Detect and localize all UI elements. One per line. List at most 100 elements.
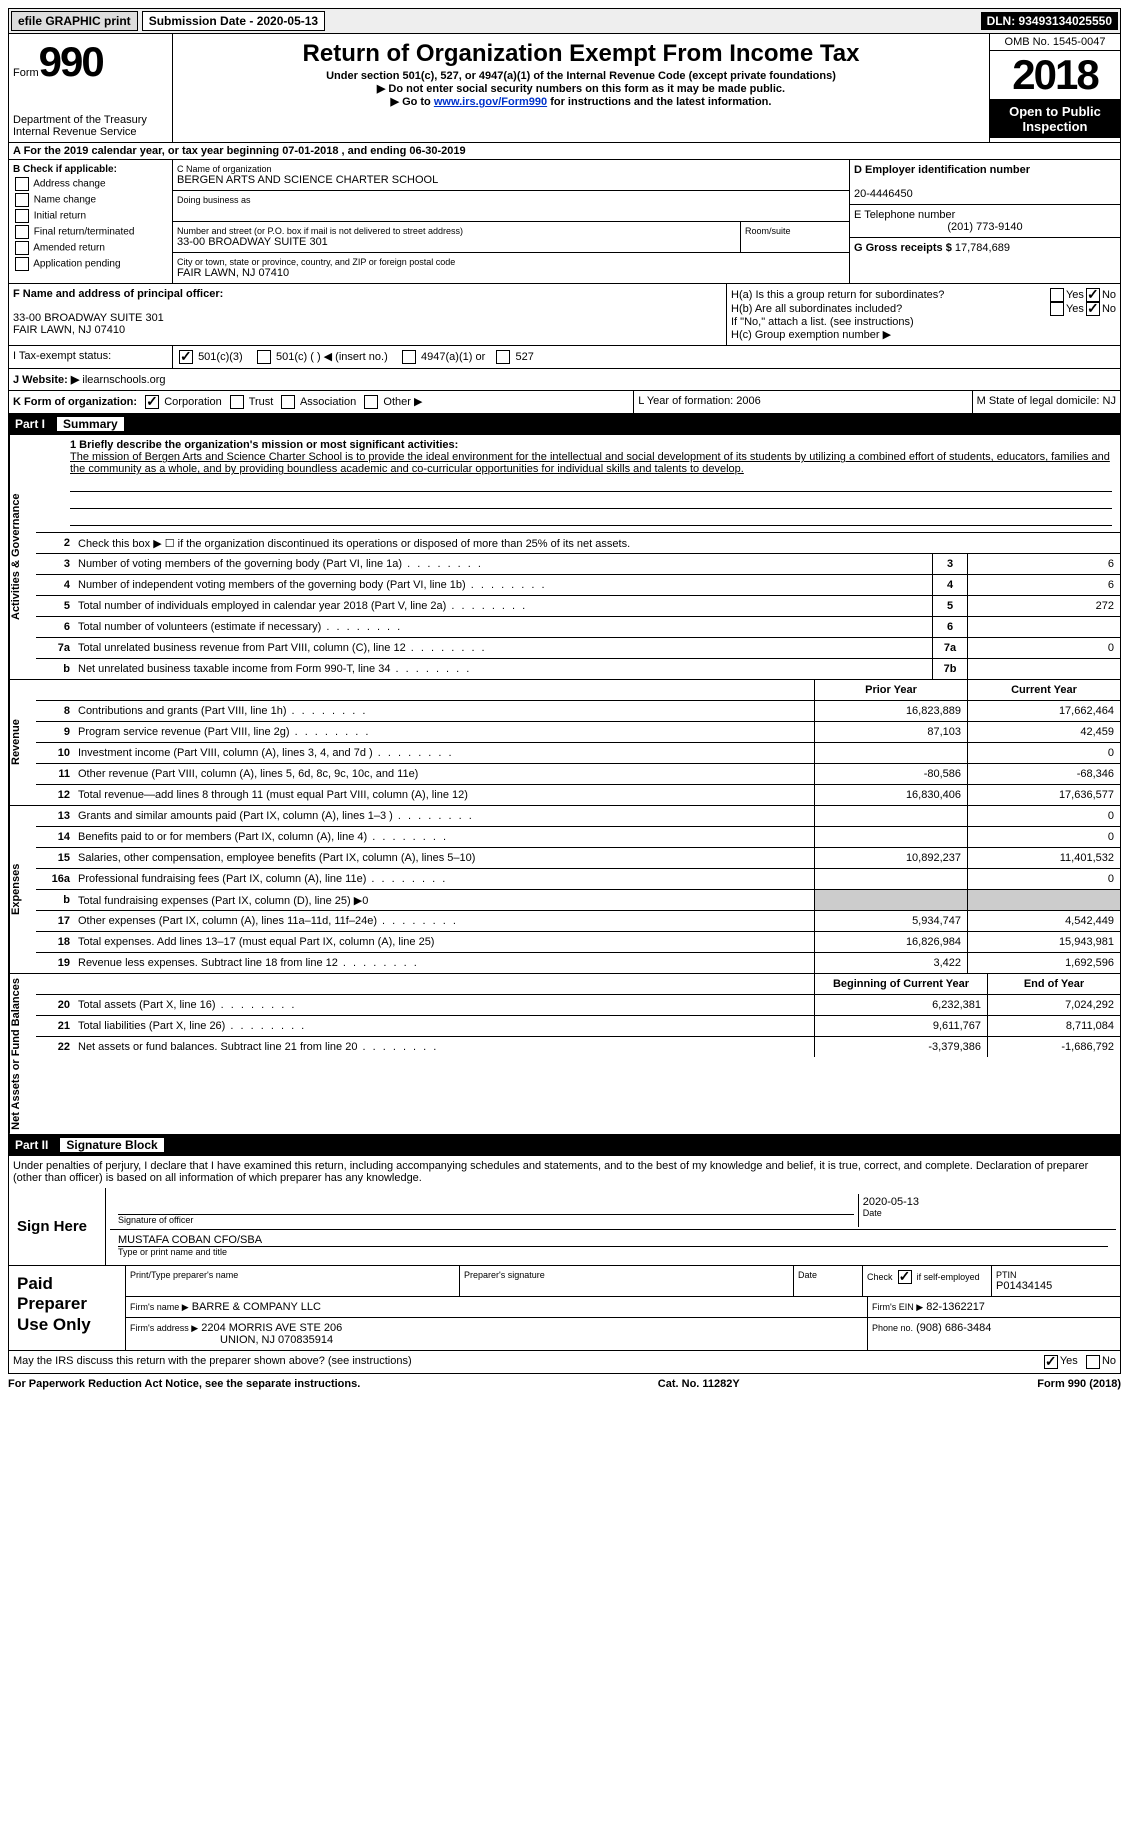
inspection-label: Open to Public Inspection [990, 100, 1120, 138]
l6-val [967, 617, 1120, 637]
row-j: J Website: ▶ ilearnschools.org [8, 369, 1121, 391]
paid-preparer-label: Paid Preparer Use Only [9, 1266, 125, 1350]
city-label: City or town, state or province, country… [177, 257, 845, 267]
preparer-section: Paid Preparer Use Only Print/Type prepar… [8, 1266, 1121, 1351]
hc-label: H(c) Group exemption number ▶ [731, 328, 1116, 341]
ha-yes[interactable] [1050, 288, 1064, 302]
top-bar: efile GRAPHIC print Submission Date - 20… [8, 8, 1121, 34]
sig-date-label: Date [863, 1208, 1108, 1218]
mission-label: 1 Briefly describe the organization's mi… [70, 439, 458, 451]
l5-val: 272 [967, 596, 1120, 616]
phone-label: E Telephone number [854, 209, 955, 221]
irs-link[interactable]: www.irs.gov/Form990 [434, 96, 547, 108]
chk-pending[interactable] [15, 257, 29, 271]
chk-amended[interactable] [15, 241, 29, 255]
chk-527[interactable] [496, 350, 510, 364]
part2-header: Part II Signature Block [8, 1135, 1121, 1156]
officer-name: MUSTAFA COBAN CFO/SBA [118, 1234, 262, 1246]
prior-year-hdr: Prior Year [814, 680, 967, 700]
discuss-yes[interactable] [1044, 1355, 1058, 1369]
paperwork-notice: For Paperwork Reduction Act Notice, see … [8, 1378, 360, 1390]
activities-governance: Activities & Governance 1 Briefly descri… [8, 435, 1121, 680]
hb-label: H(b) Are all subordinates included? [731, 303, 1048, 315]
city-state-zip: FAIR LAWN, NJ 07410 [177, 267, 845, 279]
chk-501c3[interactable] [179, 350, 193, 364]
hb-note: If "No," attach a list. (see instruction… [731, 316, 1116, 328]
year-formation: L Year of formation: 2006 [633, 391, 765, 413]
end-year-hdr: End of Year [987, 974, 1120, 994]
revenue-section: Revenue Prior YearCurrent Year 8Contribu… [8, 680, 1121, 806]
chk-self-employed[interactable] [898, 1270, 912, 1284]
chk-address[interactable] [15, 177, 29, 191]
chk-trust[interactable] [230, 395, 244, 409]
section-f-h: F Name and address of principal officer:… [8, 284, 1121, 346]
mission-text: The mission of Bergen Arts and Science C… [70, 451, 1110, 475]
dln-label: DLN: 93493134025550 [981, 12, 1118, 30]
ein-label: D Employer identification number [854, 164, 1030, 176]
chk-name[interactable] [15, 193, 29, 207]
street-address: 33-00 BROADWAY SUITE 301 [177, 236, 736, 248]
row-a-tax-year: A For the 2019 calendar year, or tax yea… [8, 143, 1121, 160]
chk-4947[interactable] [402, 350, 416, 364]
street-label: Number and street (or P.O. box if mail i… [177, 226, 736, 236]
l7a-val: 0 [967, 638, 1120, 658]
l3-val: 6 [967, 554, 1120, 574]
section-b-e: B Check if applicable: Address change Na… [8, 160, 1121, 284]
org-name: BERGEN ARTS AND SCIENCE CHARTER SCHOOL [177, 174, 845, 186]
l7b-val [967, 659, 1120, 679]
firm-name: BARRE & COMPANY LLC [192, 1301, 321, 1313]
expenses-section: Expenses 13Grants and similar amounts pa… [8, 806, 1121, 974]
chk-corp[interactable] [145, 395, 159, 409]
firm-ein: 82-1362217 [926, 1301, 985, 1313]
line2-desc: Check this box ▶ ☐ if the organization d… [74, 535, 1120, 552]
tab-net-assets: Net Assets or Fund Balances [9, 974, 36, 1134]
website-value: ilearnschools.org [82, 374, 165, 386]
dept-line2: Internal Revenue Service [13, 126, 168, 138]
form-note2a: ▶ Go to [391, 96, 434, 108]
sig-officer-label: Signature of officer [118, 1215, 854, 1225]
sign-here-label: Sign Here [9, 1188, 105, 1265]
firm-phone: (908) 686-3484 [916, 1322, 991, 1334]
l4-val: 6 [967, 575, 1120, 595]
net-assets-section: Net Assets or Fund Balances Beginning of… [8, 974, 1121, 1135]
chk-other[interactable] [364, 395, 378, 409]
row-i: I Tax-exempt status: 501(c)(3) 501(c) ( … [8, 346, 1121, 369]
state-domicile: M State of legal domicile: NJ [972, 391, 1120, 413]
sig-date: 2020-05-13 [863, 1196, 1108, 1208]
row-k: K Form of organization: Corporation Trus… [8, 391, 1121, 414]
officer-addr2: FAIR LAWN, NJ 07410 [13, 324, 125, 336]
ha-label: H(a) Is this a group return for subordin… [731, 289, 1048, 301]
form-label: Form [13, 67, 39, 79]
form-note2b: for instructions and the latest informat… [547, 96, 771, 108]
tab-revenue: Revenue [9, 680, 36, 805]
ptin-value: P01434145 [996, 1280, 1116, 1292]
name-title-label: Type or print name and title [118, 1247, 1108, 1257]
chk-assoc[interactable] [281, 395, 295, 409]
chk-initial[interactable] [15, 209, 29, 223]
chk-final[interactable] [15, 225, 29, 239]
omb-number: OMB No. 1545-0047 [990, 34, 1120, 51]
gross-label: G Gross receipts $ [854, 242, 952, 254]
declare-text: Under penalties of perjury, I declare th… [9, 1156, 1120, 1188]
form-title: Return of Organization Exempt From Incom… [177, 40, 985, 68]
chk-501c[interactable] [257, 350, 271, 364]
firm-addr2: UNION, NJ 070835914 [220, 1334, 333, 1346]
gross-value: 17,784,689 [955, 242, 1010, 254]
cat-no: Cat. No. 11282Y [658, 1378, 740, 1390]
part1-header: Part I Summary [8, 414, 1121, 435]
hb-yes[interactable] [1050, 302, 1064, 316]
form-number: 990 [39, 38, 103, 85]
efile-button[interactable]: efile GRAPHIC print [11, 11, 138, 31]
col-b-title: B Check if applicable: [13, 164, 117, 175]
tab-governance: Activities & Governance [9, 435, 36, 679]
dba-label: Doing business as [177, 195, 845, 205]
ein-value: 20-4446450 [854, 188, 913, 200]
submission-date: Submission Date - 2020-05-13 [142, 11, 325, 31]
form-note1: ▶ Do not enter social security numbers o… [177, 82, 985, 95]
signature-section: Under penalties of perjury, I declare th… [8, 1156, 1121, 1266]
tax-year: 2018 [990, 51, 1120, 100]
form-header: Form990 Department of the Treasury Inter… [8, 34, 1121, 143]
hb-no[interactable] [1086, 302, 1100, 316]
discuss-no[interactable] [1086, 1355, 1100, 1369]
begin-year-hdr: Beginning of Current Year [814, 974, 987, 994]
